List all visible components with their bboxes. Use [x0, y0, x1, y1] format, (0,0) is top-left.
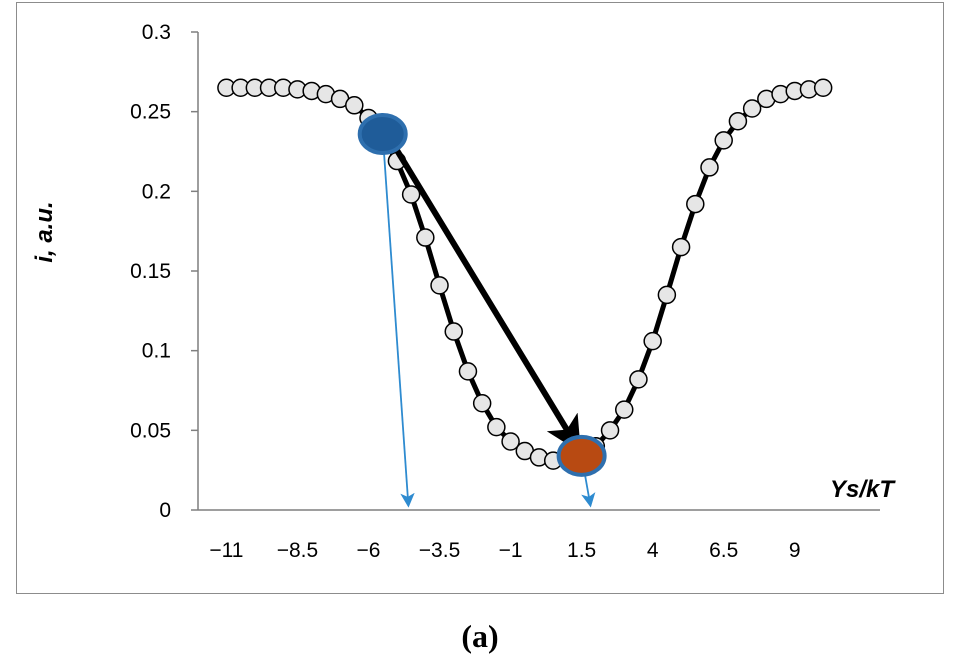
chart-frame — [16, 2, 944, 594]
data-point — [657, 285, 677, 305]
axes — [191, 31, 880, 511]
y-tick-label: 0.15 — [130, 260, 171, 283]
y-tick-label: 0.2 — [142, 180, 171, 203]
data-point — [345, 96, 364, 115]
x-tick-label: −8.5 — [277, 539, 318, 562]
data-point — [401, 185, 421, 204]
x-axis-label: Ys/kT — [830, 476, 896, 503]
chart-plot: 0 0.05 0.1 0.15 0.2 0.25 0.3 −11 −8.5 −6 −3.5 −1 1.… — [31, 21, 896, 562]
x-tick-label: −11 — [209, 539, 243, 562]
data-point — [416, 228, 435, 247]
y-tick-label: 0.1 — [142, 340, 171, 363]
annotations — [357, 112, 607, 508]
y-tick-label: 0.3 — [142, 21, 171, 44]
y-tick-labels: 0 0.05 0.1 0.15 0.2 0.25 0.3 — [130, 21, 171, 522]
series-points — [217, 78, 833, 470]
x-tick-label: 1.5 — [567, 539, 596, 562]
data-point — [643, 331, 662, 351]
x-tick-label: −6 — [357, 539, 381, 562]
data-point — [501, 432, 520, 451]
data-point — [728, 111, 748, 131]
figure-caption: (a) — [461, 618, 499, 654]
data-point — [615, 400, 634, 419]
data-point — [487, 417, 506, 437]
data-point — [444, 322, 463, 341]
y-tick-label: 0.05 — [130, 419, 171, 442]
series-line — [226, 85, 824, 464]
data-point — [813, 78, 833, 98]
highlight-point-start — [357, 112, 408, 155]
transition-arrow — [388, 138, 581, 453]
x-tick-label: 9 — [789, 539, 801, 562]
data-point — [458, 362, 478, 381]
projection-arrow — [381, 133, 415, 508]
highlight-point-end — [556, 434, 607, 477]
data-point — [686, 194, 705, 214]
data-point — [700, 158, 719, 177]
data-point — [430, 276, 449, 295]
data-point — [472, 393, 492, 413]
y-tick-label: 0.25 — [130, 101, 171, 124]
x-tick-label: 6.5 — [709, 539, 738, 562]
x-tick-label: −3.5 — [419, 539, 460, 562]
data-point — [600, 421, 620, 440]
data-point — [671, 237, 691, 257]
y-tick-label: 0 — [159, 499, 171, 522]
series-line-path — [226, 85, 824, 464]
x-tick-label: 4 — [647, 539, 659, 562]
data-point — [714, 131, 733, 150]
data-point — [742, 99, 762, 118]
x-tick-label: −1 — [499, 539, 523, 562]
data-point — [629, 370, 648, 389]
x-tick-labels: −11 −8.5 −6 −3.5 −1 1.5 4 6.5 9 — [209, 539, 800, 562]
y-axis-label: i, a.u. — [31, 201, 58, 262]
